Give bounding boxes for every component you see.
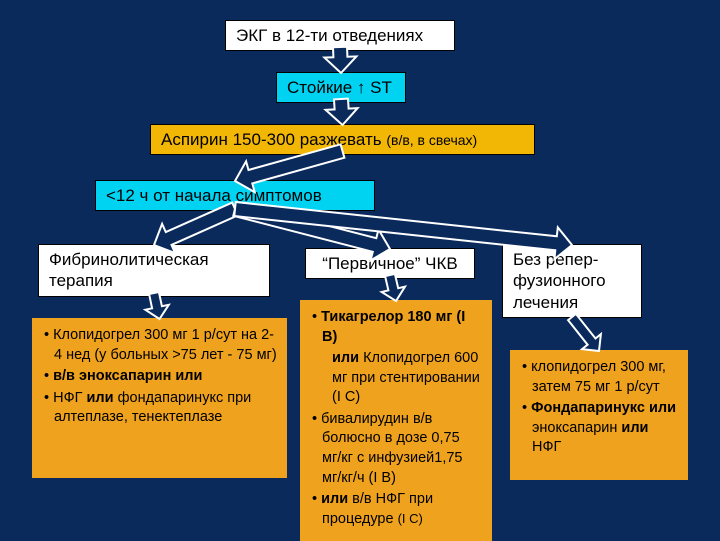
node-pci: “Первичное” ЧКВ	[305, 248, 475, 279]
detail-noreper: клопидогрел 300 мг, затем 75 мг 1 р/сутФ…	[510, 350, 688, 480]
node-ecg: ЭКГ в 12-ти отведениях	[225, 20, 455, 51]
node-time12: <12 ч от начала симптомов	[95, 180, 375, 211]
node-fibrin: Фибринолитическая терапия	[38, 244, 270, 297]
node-st: Стойкие ↑ ST	[276, 72, 406, 103]
detail-fibrin: Клопидогрел 300 мг 1 р/сут на 2-4 нед (у…	[32, 318, 287, 478]
detail-pci: Тикагрелор 180 мг (I B)или Клопидогрел 6…	[300, 300, 492, 541]
node-aspirin: Аспирин 150-300 разжевать (в/в, в свечах…	[150, 124, 535, 155]
node-noreper: Без репер-фузионного лечения	[502, 244, 642, 318]
